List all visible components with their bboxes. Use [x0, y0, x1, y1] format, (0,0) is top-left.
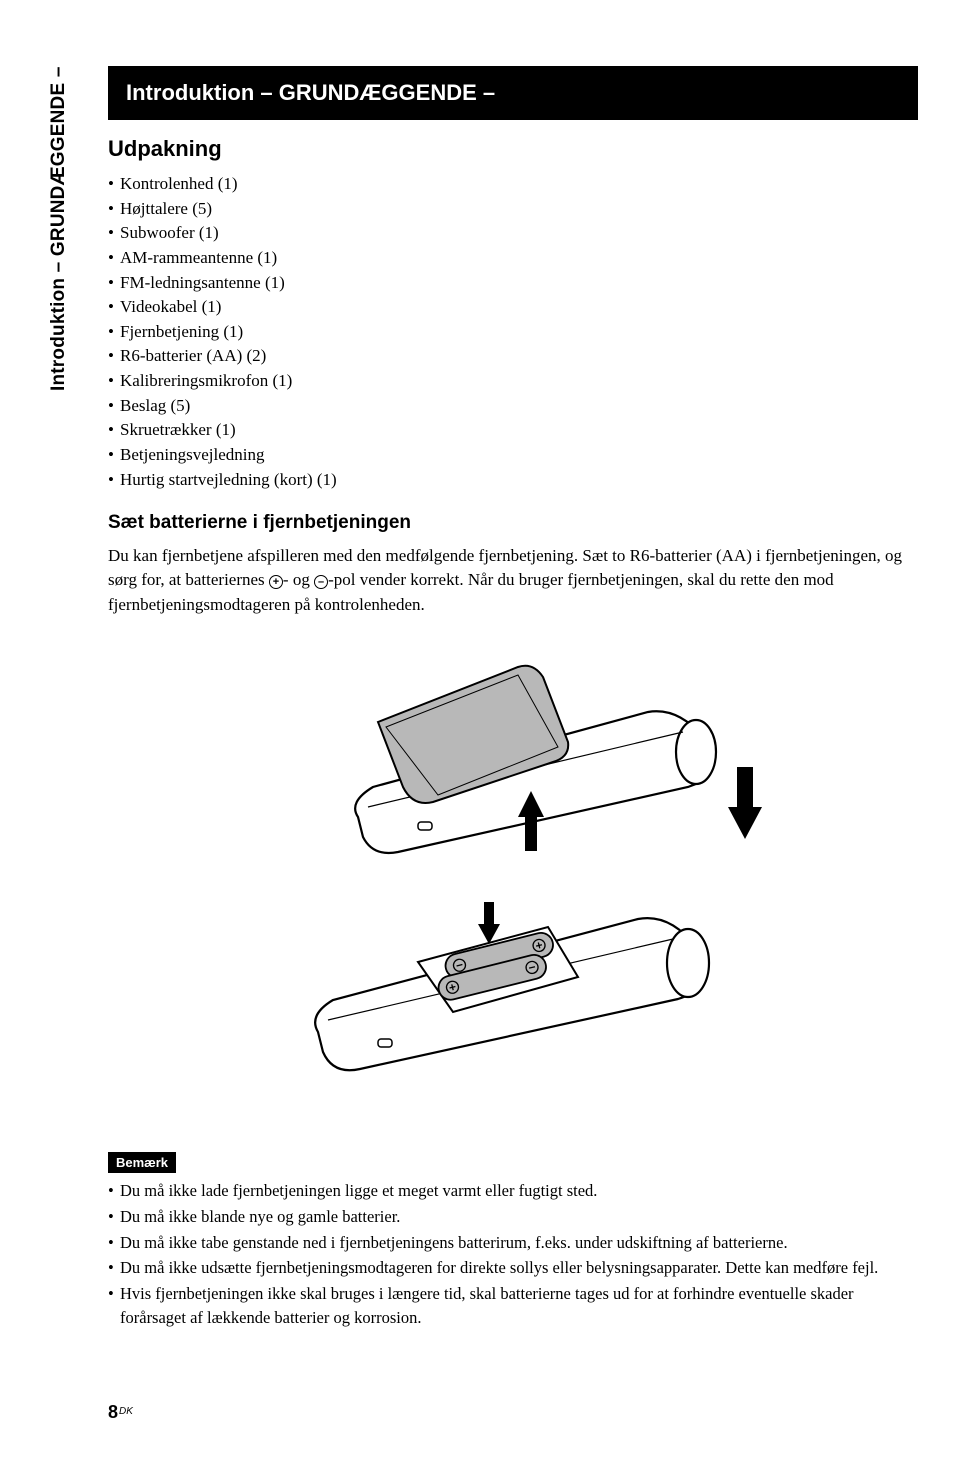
list-item: Du må ikke tabe genstande ned i fjernbet…: [108, 1231, 918, 1255]
list-item: Subwoofer (1): [108, 221, 918, 246]
list-item: Du må ikke udsætte fjernbetjeningsmodtag…: [108, 1256, 918, 1280]
list-item: FM-ledningsantenne (1): [108, 271, 918, 296]
list-item: Kontrolenhed (1): [108, 172, 918, 197]
unpacking-list: Kontrolenhed (1) Højttalere (5) Subwoofe…: [108, 172, 918, 492]
unpacking-heading: Udpakning: [108, 136, 918, 162]
main-content: Introduktion – GRUNDÆGGENDE – Udpakning …: [108, 66, 918, 1332]
page-lang: DK: [119, 1406, 133, 1417]
list-item: Beslag (5): [108, 394, 918, 419]
body-text-part: - og: [283, 570, 314, 589]
sidebar-section-label: Introduktion – GRUNDÆGGENDE –: [48, 66, 70, 391]
page-number-value: 8: [108, 1402, 118, 1422]
note-list: Du må ikke lade fjernbetjeningen ligge e…: [108, 1179, 918, 1331]
batteries-heading: Sæt batterierne i fjernbetjeningen: [108, 512, 918, 534]
list-item: Skruetrækker (1): [108, 418, 918, 443]
list-item: Hurtig startvejledning (kort) (1): [108, 468, 918, 493]
list-item: AM-rammeantenne (1): [108, 246, 918, 271]
plus-icon: +: [269, 575, 283, 589]
page-title-bar: Introduktion – GRUNDÆGGENDE –: [108, 66, 918, 120]
minus-icon: –: [314, 575, 328, 589]
page-number: 8DK: [108, 1402, 133, 1423]
list-item: R6-batterier (AA) (2): [108, 344, 918, 369]
list-item: Fjernbetjening (1): [108, 320, 918, 345]
list-item: Betjeningsvejledning: [108, 443, 918, 468]
list-item: Du må ikke lade fjernbetjeningen ligge e…: [108, 1179, 918, 1203]
list-item: Hvis fjernbetjeningen ikke skal bruges i…: [108, 1282, 918, 1330]
note-label: Bemærk: [108, 1152, 176, 1173]
list-item: Du må ikke blande nye og gamle batterier…: [108, 1205, 918, 1229]
list-item: Højttalere (5): [108, 197, 918, 222]
list-item: Videokabel (1): [108, 295, 918, 320]
batteries-body: Du kan fjernbetjene afspilleren med den …: [108, 544, 918, 616]
remote-illustration: [108, 637, 918, 1117]
list-item: Kalibreringsmikrofon (1): [108, 369, 918, 394]
